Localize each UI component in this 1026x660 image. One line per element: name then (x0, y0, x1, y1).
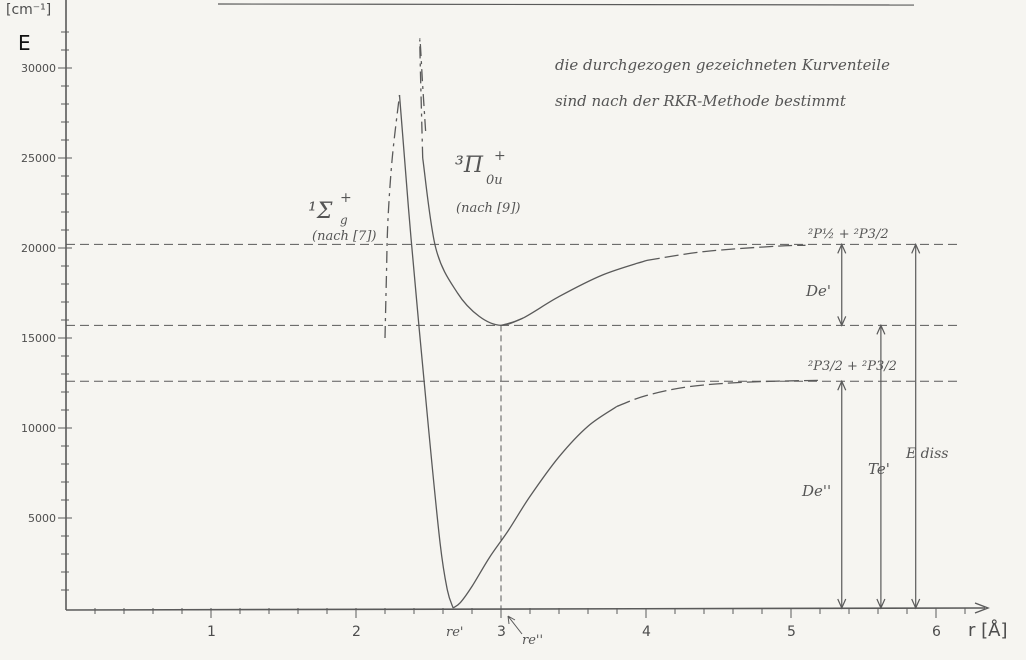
de-dprime-label: De'' (801, 482, 831, 500)
state1-label: ¹Σ (308, 199, 333, 224)
energy-levels (66, 243, 962, 608)
y-tick-label: 5000 (28, 512, 56, 525)
te-prime-label: Te' (868, 460, 890, 478)
x-tick-label: 1 (207, 624, 216, 640)
energy-arrows (837, 242, 921, 610)
y-tick-label: 10000 (21, 422, 56, 435)
ground-state-well-solid (398, 94, 454, 609)
x-tick-label: 4 (642, 624, 651, 640)
state2-label: ³Π (455, 153, 484, 178)
state1-ref: (nach [7]) (312, 229, 376, 244)
de-prime-label: De' (805, 282, 831, 300)
te-prime-arrow-head-bottom (876, 598, 886, 610)
excited-state-outer-solid (500, 259, 647, 327)
de-dprime-arrow-head-top (837, 379, 847, 391)
top-fragment-line (217, 3, 915, 6)
y-axis-label: E (18, 31, 31, 55)
y-tick-label: 30000 (21, 62, 56, 75)
y-tick-label: 15000 (21, 332, 56, 345)
state1-sub: g (340, 213, 348, 227)
x-tick-label: 5 (787, 624, 796, 640)
note-line-2: sind nach der RKR-Methode bestimmt (555, 92, 847, 110)
ground-state-inner-wall-dashed (384, 94, 401, 339)
note-line-1: die durchgezogen gezeichneten Kurventeil… (555, 56, 890, 74)
de-prime-arrow-head-bottom (837, 316, 847, 327)
x-axis-arrow (974, 602, 990, 614)
ediss-arrow-head-bottom (911, 598, 921, 610)
y-tick-label: 20000 (21, 242, 56, 255)
x-axis-label: r [Å] (968, 619, 1007, 641)
asymptote-bottom-label: ²P3/2 + ²P3/2 (808, 359, 897, 374)
axis-ticks: 1 2 3 4 5 6 5000 10000 15000 20000 25000 30000 (21, 31, 966, 640)
re-dprime-label: re'' (522, 633, 543, 648)
ediss-label: E diss (905, 446, 948, 462)
y-tick-label: 25000 (21, 152, 56, 165)
de-prime-arrow-head-top (837, 242, 847, 254)
asymptote-top-label: ²P½ + ²P3/2 (808, 227, 889, 242)
de-dprime-arrow-head-bottom (837, 598, 847, 610)
state2-sup: + (494, 148, 506, 164)
excited-state-well-solid (422, 157, 523, 327)
re-dprime-arrow (507, 615, 523, 635)
x-axis (65, 607, 986, 611)
potential-curves (384, 38, 821, 609)
x-tick-label: 3 (497, 624, 506, 640)
state2-sub: 0u (486, 173, 503, 188)
x-tick-label: 6 (932, 624, 941, 640)
excited-state-tail-dashed (645, 244, 806, 262)
x-tick-label: 2 (352, 624, 361, 640)
ground-state-tail-dashed (616, 379, 821, 408)
excited-state-inner-dashed (419, 38, 427, 159)
ediss-arrow-head-top (911, 242, 921, 254)
state2-ref: (nach [9]) (456, 201, 520, 216)
re-prime-label: re' (446, 625, 463, 640)
te-prime-arrow-head-top (876, 323, 886, 335)
state1-sup: + (340, 190, 352, 206)
ground-state-outer-wall-solid (452, 405, 618, 609)
y-axis-unit: [cm⁻¹] (6, 2, 51, 18)
